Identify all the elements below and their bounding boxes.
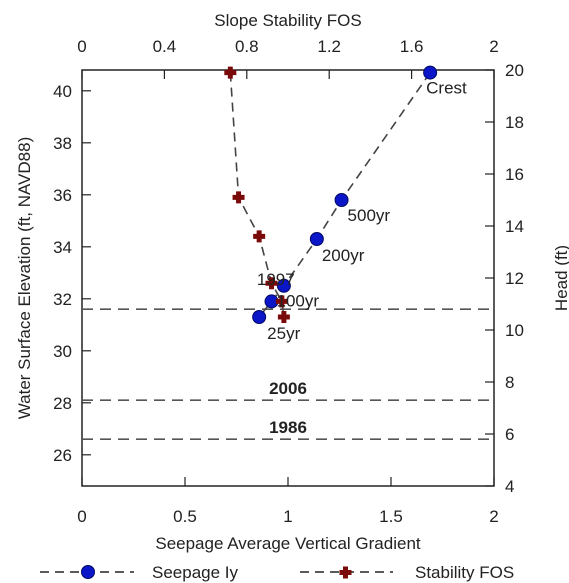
left-tick-label: 34 <box>53 238 72 257</box>
left-tick-label: 28 <box>53 394 72 413</box>
bottom-tick-label: 0 <box>77 507 86 526</box>
left-tick-label: 36 <box>53 186 72 205</box>
top-axis-title: Slope Stability FOS <box>214 11 361 30</box>
bottom-tick-label: 2 <box>489 507 498 526</box>
bottom-tick-label: 0.5 <box>173 507 197 526</box>
right-tick-label: 8 <box>505 373 514 392</box>
top-tick-label: 0.4 <box>153 37 177 56</box>
legend-seepage-marker <box>81 565 95 579</box>
seepage-point <box>334 193 349 207</box>
series-markers <box>224 65 438 324</box>
reference-line-label: 2006 <box>269 379 307 398</box>
legend-stability-label: Stability FOS <box>415 563 514 582</box>
right-tick-label: 4 <box>505 477 514 496</box>
point-label: Crest <box>426 79 467 98</box>
stability-point <box>224 66 237 79</box>
right-tick-label: 10 <box>505 321 524 340</box>
left-tick-label: 38 <box>53 134 72 153</box>
seepage-point <box>423 65 438 80</box>
series-line-seepage <box>258 72 431 318</box>
top-tick-label: 0 <box>77 37 86 56</box>
top-tick-label: 1.2 <box>317 37 341 56</box>
point-label: 500yr <box>348 206 391 225</box>
seepage-point <box>276 278 291 293</box>
left-tick-label: 32 <box>53 290 72 309</box>
left-axis-title: Water Surface Elevation (ft, NAVD88) <box>15 137 34 420</box>
right-tick-label: 18 <box>505 113 524 132</box>
axis-ticks: 0 0.5 1 1.5 20 0.4 0.8 1.2 1.6 226283032343638404… <box>53 37 524 526</box>
left-tick-label: 26 <box>53 446 72 465</box>
top-tick-label: 2 <box>489 37 498 56</box>
stability-point <box>253 230 266 243</box>
point-label: 200yr <box>322 246 365 265</box>
point-label: 25yr <box>267 324 300 343</box>
bottom-axis-title: Seepage Average Vertical Gradient <box>155 534 421 553</box>
legend: Seepage Iy Stability FOS <box>40 563 514 582</box>
seepage-point <box>309 232 324 246</box>
stability-point <box>277 311 290 323</box>
point-labels: Crest 500yr 200yr 1997 100yr 25yr <box>257 79 467 343</box>
legend-stability-marker <box>339 566 352 579</box>
top-tick-label: 0.8 <box>235 37 259 56</box>
point-label: 1997 <box>257 270 295 289</box>
right-tick-label: 6 <box>505 425 514 444</box>
bottom-tick-label: 1.5 <box>379 507 403 526</box>
seepage-point <box>252 310 267 324</box>
top-tick-label: 1.6 <box>400 37 424 56</box>
left-tick-label: 30 <box>53 342 72 361</box>
reference-lines: 2006 1986 <box>82 308 494 441</box>
stability-point <box>232 191 245 204</box>
bottom-tick-label: 1 <box>283 507 292 526</box>
left-tick-label: 40 <box>53 82 72 101</box>
legend-seepage-label: Seepage Iy <box>152 563 239 582</box>
legend-entry-seepage: Seepage Iy <box>40 563 239 582</box>
right-tick-label: 12 <box>505 269 524 288</box>
right-axis-title: Head (ft) <box>552 245 569 311</box>
stability-point <box>275 295 288 308</box>
point-label: 100yr <box>277 291 320 310</box>
legend-entry-stability: Stability FOS <box>300 563 514 582</box>
reference-line-label: 1986 <box>269 418 307 437</box>
right-tick-label: 20 <box>505 61 524 80</box>
right-tick-label: 14 <box>505 217 524 236</box>
right-tick-label: 16 <box>505 165 524 184</box>
stability-point <box>265 277 278 290</box>
